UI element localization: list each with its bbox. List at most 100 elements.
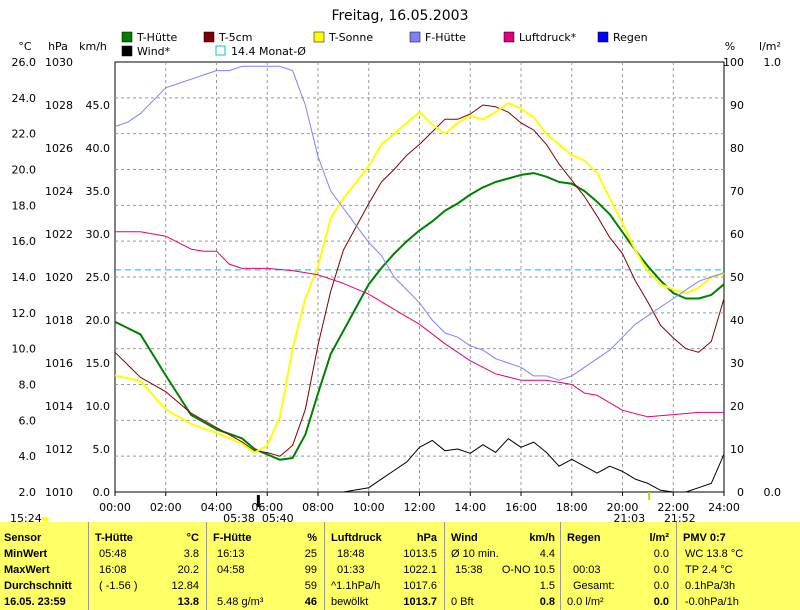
humidity-tick-label: 10 [730, 443, 744, 456]
legend-label: T-5cm [218, 31, 252, 44]
chart-title: Freitag, 16.05.2003 [332, 8, 469, 24]
sensor-column: Sensor MinWert MaxWert Durchschnitt 16.0… [0, 522, 86, 610]
axis-unit-humidity: % [725, 40, 735, 53]
luftdruck-trend: ^1.1hPa/h [331, 580, 381, 592]
marker-label: 05:38 [223, 512, 255, 522]
rain-tick-label: 1.0 [764, 56, 782, 69]
wind-tick-label: 15.0 [86, 357, 111, 370]
t-huette-title: T-Hütte [95, 532, 133, 544]
legend-swatch [313, 31, 325, 43]
humidity-tick-label: 50 [730, 271, 744, 284]
x-tick-label: 12:00 [404, 501, 436, 514]
marker-label: 21:03 [613, 512, 645, 522]
wind-max-time: 15:38 [455, 564, 483, 576]
luftdruck-current: 1013.7 [403, 596, 437, 608]
pmv-p3h: 0.1hPa/3h [685, 580, 736, 592]
row-label-avg: Durchschnitt [4, 580, 72, 592]
legend-swatch [503, 31, 515, 43]
temp-tick-label: 4.0 [19, 450, 37, 463]
pressure-tick-label: 1030 [45, 56, 73, 69]
pmv-p1h: -0.0hPa/1h [685, 596, 739, 608]
temp-tick-label: 2.0 [19, 486, 37, 499]
x-tick-label: 02:00 [150, 501, 182, 514]
f-huette-min-time: 16:13 [217, 548, 245, 560]
axis-unit-pressure: hPa [48, 40, 68, 53]
time-label: 15:24 [10, 512, 42, 522]
legend-label: Luftdruck* [519, 31, 577, 44]
x-tick-label: 16:00 [505, 501, 537, 514]
humidity-tick-label: 0 [737, 486, 744, 499]
stats-panel: Sensor MinWert MaxWert Durchschnitt 16.0… [0, 522, 800, 610]
pressure-tick-label: 1012 [45, 443, 73, 456]
x-tick-label: 18:00 [556, 501, 588, 514]
humidity-tick-label: 60 [730, 228, 744, 241]
t-huette-avg-val: 12.84 [171, 580, 199, 592]
plot-area [114, 61, 725, 493]
humidity-tick-label: 20 [730, 400, 744, 413]
series-line-wind- [115, 438, 725, 493]
luftdruck-sky: bewölkt [331, 596, 369, 608]
legend-swatch [121, 45, 133, 57]
legend-label: 14.4 Monat-Ø [231, 45, 306, 58]
axis-unit-temp: °C [18, 40, 32, 53]
f-huette-current: 46 [304, 596, 317, 608]
temp-tick-label: 8.0 [19, 379, 37, 392]
wind-column: Wind km/h Ø 10 min. 4.4 15:38 O-NO 10.5 … [444, 522, 559, 610]
pressure-tick-label: 1026 [45, 142, 73, 155]
regen-current: 0.0 [653, 596, 669, 608]
pmv-tp: TP 2.4 °C [685, 564, 733, 576]
temp-tick-label: 6.0 [19, 414, 37, 427]
regen-title: Regen [567, 532, 601, 544]
wind-tick-label: 10.0 [86, 400, 111, 413]
temp-tick-label: 12.0 [12, 307, 37, 320]
wind-avg-label: Ø 10 min. [451, 548, 499, 560]
t-huette-column: T-Hütte °C 05:48 3.8 16:08 20.2 ( -1.56 … [88, 522, 205, 610]
legend-swatch [409, 31, 421, 43]
t-huette-max-val: 20.2 [177, 564, 199, 576]
t-huette-current: 13.8 [177, 596, 199, 608]
legend-swatch [215, 45, 226, 56]
t-huette-max-time: 16:08 [99, 564, 127, 576]
luftdruck-max-val: 1022.1 [403, 564, 437, 576]
x-tick-label: 00:00 [99, 501, 131, 514]
legend-label: T-Sonne [328, 31, 373, 44]
wind-tick-label: 20.0 [86, 314, 111, 327]
luftdruck-max-time: 01:33 [337, 564, 365, 576]
x-tick-label: 10:00 [353, 501, 385, 514]
wind-tick-label: 25.0 [86, 271, 111, 284]
luftdruck-avg-val: 1017.6 [403, 580, 437, 592]
t-huette-min-val: 3.8 [183, 548, 199, 560]
regen-total-val: 0.0 [653, 580, 669, 592]
wind-current: 0.8 [539, 596, 555, 608]
temp-tick-label: 16.0 [12, 235, 37, 248]
regen-r2-val: 0.0 [653, 564, 669, 576]
pressure-tick-label: 1018 [45, 314, 73, 327]
wind-bft: 0 Bft [451, 596, 474, 608]
timestamp: 16.05. 23:59 [4, 596, 66, 608]
wind-tick-label: 40.0 [86, 142, 111, 155]
legend-swatch [203, 31, 215, 43]
luftdruck-min-val: 1013.5 [403, 548, 437, 560]
f-huette-unit: % [307, 532, 317, 544]
series-line-t-sonne [114, 102, 725, 454]
regen-column: Regen l/m² 0.0 00:03 0.0 Gesamt: 0.0 0.0… [560, 522, 675, 610]
luftdruck-min-time: 18:48 [337, 548, 365, 560]
series-line-t-5cm [114, 104, 725, 457]
regen-r2-time: 00:03 [573, 564, 601, 576]
humidity-tick-label: 100 [723, 56, 744, 69]
legend-swatch [597, 31, 609, 43]
x-tick-label: 22:00 [657, 501, 689, 514]
luftdruck-column: Luftdruck hPa 18:48 1013.5 01:33 1022.1 … [324, 522, 443, 610]
wind-avg-val: 4.4 [539, 548, 555, 560]
f-huette-min-val: 25 [304, 548, 317, 560]
f-huette-abs: 5.48 g/m³ [217, 596, 264, 608]
temp-tick-label: 26.0 [12, 56, 37, 69]
wind-unit: km/h [529, 532, 555, 544]
temp-tick-label: 18.0 [12, 199, 37, 212]
axis-unit-wind: km/h [79, 40, 107, 53]
temp-tick-label: 14.0 [12, 271, 37, 284]
x-tick-label: 24:00 [708, 501, 740, 514]
temp-tick-label: 20.0 [12, 164, 37, 177]
rain-tick-label: 0.0 [764, 486, 782, 499]
wind-mean: 1.5 [539, 580, 555, 592]
